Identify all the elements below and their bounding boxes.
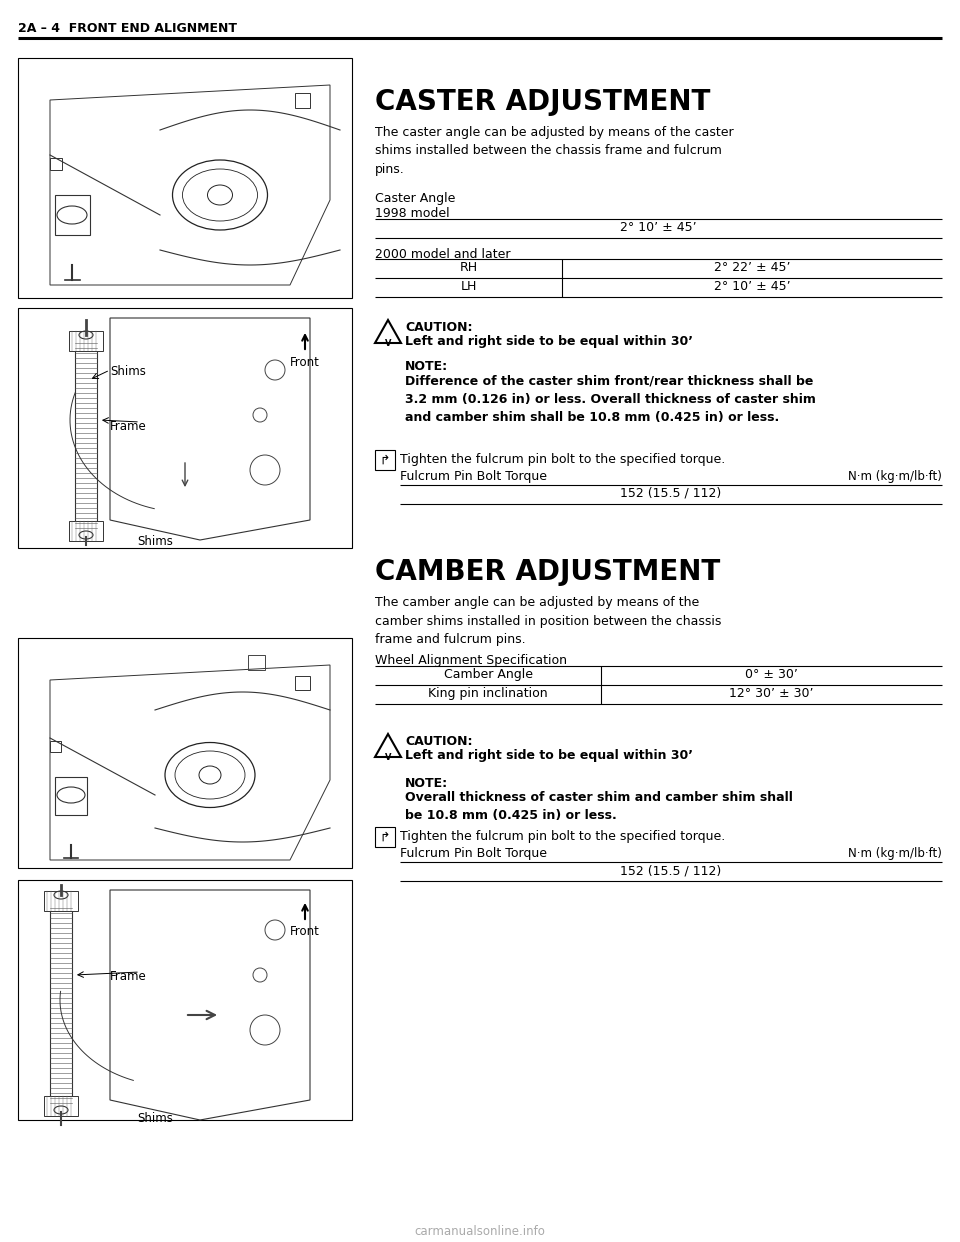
Text: N·m (kg·m/lb·ft): N·m (kg·m/lb·ft) xyxy=(848,847,942,859)
Bar xyxy=(375,450,395,469)
Text: N·m (kg·m/lb·ft): N·m (kg·m/lb·ft) xyxy=(848,469,942,483)
Bar xyxy=(44,1095,78,1117)
Text: ↱: ↱ xyxy=(380,453,391,467)
Text: Fulcrum Pin Bolt Torque: Fulcrum Pin Bolt Torque xyxy=(400,469,547,483)
Text: Tighten the fulcrum pin bolt to the specified torque.: Tighten the fulcrum pin bolt to the spec… xyxy=(400,453,725,466)
Text: V: V xyxy=(385,339,392,348)
Bar xyxy=(375,827,395,847)
Text: 2000 model and later: 2000 model and later xyxy=(375,248,511,261)
Text: King pin inclination: King pin inclination xyxy=(428,687,548,700)
Bar xyxy=(55,777,87,815)
Text: CAMBER ADJUSTMENT: CAMBER ADJUSTMENT xyxy=(375,558,720,586)
Text: Shims: Shims xyxy=(137,535,173,548)
Text: Overall thickness of caster shim and camber shim shall
be 10.8 mm (0.425 in) or : Overall thickness of caster shim and cam… xyxy=(405,791,793,822)
Bar xyxy=(50,905,72,1105)
Text: CASTER ADJUSTMENT: CASTER ADJUSTMENT xyxy=(375,88,710,116)
Text: Wheel Alignment Specification: Wheel Alignment Specification xyxy=(375,655,567,667)
Text: 0° ± 30’: 0° ± 30’ xyxy=(745,668,798,681)
Text: 152 (15.5 / 112): 152 (15.5 / 112) xyxy=(620,864,722,877)
Text: Front: Front xyxy=(290,925,320,938)
Bar xyxy=(18,638,352,868)
Text: The camber angle can be adjusted by means of the
camber shims installed in posit: The camber angle can be adjusted by mean… xyxy=(375,596,721,646)
Text: 152 (15.5 / 112): 152 (15.5 / 112) xyxy=(620,487,722,501)
Bar xyxy=(50,158,62,170)
Bar xyxy=(50,741,61,751)
Text: Shims: Shims xyxy=(137,1112,173,1125)
Text: Caster Angle: Caster Angle xyxy=(375,193,455,205)
Bar xyxy=(69,332,103,351)
Text: ↱: ↱ xyxy=(380,831,391,843)
Text: Tighten the fulcrum pin bolt to the specified torque.: Tighten the fulcrum pin bolt to the spec… xyxy=(400,830,725,843)
Text: V: V xyxy=(385,753,392,763)
Text: 12° 30’ ± 30’: 12° 30’ ± 30’ xyxy=(730,687,814,700)
Bar xyxy=(18,58,352,298)
Text: Front: Front xyxy=(290,356,320,369)
Bar xyxy=(295,676,310,691)
Text: 2° 22’ ± 45’: 2° 22’ ± 45’ xyxy=(713,261,790,274)
Text: Frame: Frame xyxy=(110,420,147,433)
Text: 1998 model: 1998 model xyxy=(375,207,449,220)
Text: Left and right side to be equal within 30’: Left and right side to be equal within 3… xyxy=(405,749,693,763)
Text: CAUTION:: CAUTION: xyxy=(405,320,472,334)
Bar xyxy=(55,195,90,235)
Text: Frame: Frame xyxy=(110,970,147,982)
Text: The caster angle can be adjusted by means of the caster
shims installed between : The caster angle can be adjusted by mean… xyxy=(375,125,733,176)
Text: Difference of the caster shim front/rear thickness shall be
3.2 mm (0.126 in) or: Difference of the caster shim front/rear… xyxy=(405,374,816,424)
Text: NOTE:: NOTE: xyxy=(405,777,448,790)
Text: Shims: Shims xyxy=(110,365,146,378)
Bar xyxy=(75,340,97,530)
Text: 2° 10’ ± 45’: 2° 10’ ± 45’ xyxy=(713,279,790,293)
Text: LH: LH xyxy=(460,279,477,293)
Text: NOTE:: NOTE: xyxy=(405,360,448,373)
Text: CAUTION:: CAUTION: xyxy=(405,735,472,748)
Text: Fulcrum Pin Bolt Torque: Fulcrum Pin Bolt Torque xyxy=(400,847,547,859)
Text: Camber Angle: Camber Angle xyxy=(444,668,533,681)
Bar xyxy=(44,891,78,910)
Text: 2A – 4  FRONT END ALIGNMENT: 2A – 4 FRONT END ALIGNMENT xyxy=(18,22,237,35)
Bar xyxy=(18,308,352,548)
Text: carmanualsonline.info: carmanualsonline.info xyxy=(415,1225,545,1238)
Bar xyxy=(295,93,310,108)
Bar xyxy=(18,881,352,1120)
Text: 2° 10’ ± 45’: 2° 10’ ± 45’ xyxy=(620,221,697,233)
Bar xyxy=(69,520,103,542)
Text: Left and right side to be equal within 30’: Left and right side to be equal within 3… xyxy=(405,335,693,348)
Text: RH: RH xyxy=(460,261,477,274)
